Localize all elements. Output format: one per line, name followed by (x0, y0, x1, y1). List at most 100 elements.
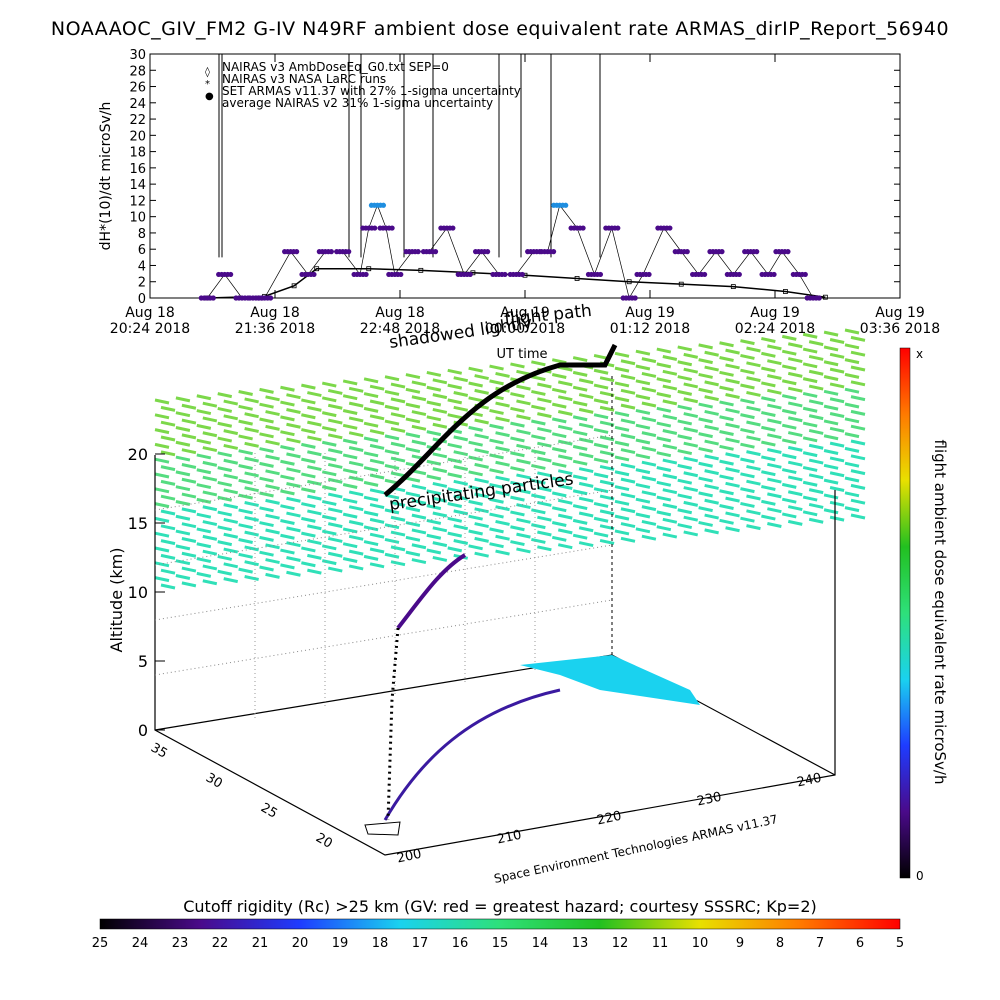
nairas-point (366, 266, 372, 272)
legend-entry: SET ARMAS v11.37 with 27% 1-sigma uncert… (222, 84, 521, 98)
x-tick-label-date: Aug 19 (625, 305, 675, 321)
lon-tick-label: 240 (796, 771, 823, 791)
z-tick-label: 10 (128, 583, 148, 602)
armas-point (597, 271, 604, 278)
y-tick-label: 16 (129, 162, 146, 177)
nairas-point (730, 284, 736, 290)
armas-point (667, 225, 673, 231)
lat-tick-label: 25 (258, 800, 280, 821)
lon-tick-label: 220 (596, 809, 623, 829)
x-tick-label-time: 22:48 2018 (360, 321, 440, 337)
lon-tick-label: 200 (396, 847, 423, 867)
x-tick-label-time: 02:24 2018 (735, 321, 815, 337)
rigidity-tick-label: 18 (372, 936, 389, 951)
lon-tick-label: 210 (496, 828, 523, 848)
armas-point (771, 271, 777, 278)
armas-point (363, 271, 369, 278)
annotation-credit: Space Environment Technologies ARMAS v11… (493, 812, 779, 886)
coast-outline (364, 821, 401, 836)
z-tick-label: 20 (128, 445, 148, 464)
nairas-point (626, 279, 632, 285)
armas-point (467, 271, 473, 278)
y-tick-label: 10 (129, 211, 146, 226)
armas-point (267, 295, 274, 301)
armas-point (450, 225, 456, 231)
legend-entry: average NAIRAS v2 31% 1-sigma uncertaint… (222, 96, 493, 110)
armas-point (311, 271, 317, 278)
armas-point (484, 249, 491, 255)
rigidity-tick-label: 9 (736, 936, 744, 951)
y-tick-label: 0 (138, 292, 146, 307)
rigidity-tick-label: 17 (412, 936, 429, 951)
rigidity-tick-label: 21 (252, 936, 269, 951)
rigidity-tick-label: 22 (212, 936, 229, 951)
armas-point (563, 202, 569, 208)
annotation-precipitating: precipitating particles (388, 469, 575, 515)
y-tick-label: 2 (138, 276, 146, 291)
rigidity-tick-label: 16 (452, 936, 469, 951)
armas-point (415, 249, 421, 255)
lon-tick-label: 230 (696, 790, 723, 810)
armas-point (550, 249, 557, 255)
rigidity-tick-label: 8 (776, 936, 784, 951)
legend-symbol: ◊ (205, 66, 210, 78)
colorbar-vertical (899, 347, 911, 879)
rigidity-tick-label: 19 (332, 936, 349, 951)
z-axis-label: Altitude (km) (107, 548, 126, 653)
rigidity-tick-label: 5 (896, 936, 904, 951)
rigidity-title: Cutoff rigidity (Rc) >25 km (GV: red = g… (183, 897, 817, 916)
x-tick-label-date: Aug 18 (375, 305, 425, 321)
armas-point (519, 271, 525, 278)
chart-title: NOAAAOC_GIV_FM2 G-IV N49RF ambient dose … (50, 18, 950, 40)
x-tick-label-time: 00:00 2018 (485, 321, 565, 337)
rigidity-tick-label: 20 (292, 936, 309, 951)
armas-point (432, 249, 439, 255)
y-tick-label: 8 (138, 227, 146, 242)
armas-point (346, 249, 352, 255)
nairas-point (574, 276, 580, 281)
x-tick-label-time: 03:36 2018 (860, 321, 940, 337)
rigidity-tick-label: 11 (652, 936, 669, 951)
flight-path-mid (396, 553, 467, 630)
box-front-edges (154, 455, 836, 856)
y-axis-label: dH*(10)/dt microSv/h (98, 102, 114, 251)
y-tick-label: 30 (129, 48, 146, 63)
x-tick-label-time: 20:24 2018 (110, 321, 190, 337)
armas-point (328, 249, 334, 255)
y-tick-label: 20 (129, 129, 146, 144)
y-tick-label: 24 (129, 97, 146, 112)
y-tick-label: 26 (129, 81, 146, 96)
rigidity-tick-label: 14 (532, 936, 549, 951)
rigidity-tick-label: 24 (132, 936, 149, 951)
armas-point (372, 225, 378, 231)
y-tick-label: 22 (129, 113, 146, 128)
lat-tick-label: 30 (203, 770, 225, 791)
y-tick-label: 12 (129, 194, 146, 209)
x-tick-label-date: Aug 18 (125, 305, 175, 321)
nairas-point (418, 267, 424, 273)
armas-point (502, 271, 508, 278)
colorbar-tick-label: 0 (916, 869, 924, 883)
rigidity-tick-label: 15 (492, 936, 509, 951)
armas-point (646, 271, 652, 278)
armas-point (398, 271, 404, 278)
armas-point (736, 271, 742, 278)
flight-path-descent (386, 627, 400, 821)
x-tick-label-date: Aug 18 (250, 305, 300, 321)
rigidity-tick-label: 10 (692, 936, 709, 951)
armas-point (380, 202, 387, 208)
lat-tick-label: 20 (313, 830, 335, 851)
z-tick-label: 5 (138, 652, 148, 671)
armas-point (228, 271, 234, 278)
y-tick-label: 28 (129, 64, 146, 79)
nairas-point (314, 266, 320, 272)
x-tick-label-time: 01:12 2018 (610, 321, 690, 337)
x-tick-label-time: 21:36 2018 (235, 321, 315, 337)
z-tick-label: 0 (138, 721, 148, 740)
z-tick-label: 15 (128, 514, 148, 533)
x-tick-label-date: Aug 19 (750, 305, 800, 321)
rigidity-tick-label: 23 (172, 936, 189, 951)
legend-entry: NAIRAS v3 NASA LaRC runs (222, 72, 386, 86)
y-tick-label: 6 (138, 243, 146, 258)
